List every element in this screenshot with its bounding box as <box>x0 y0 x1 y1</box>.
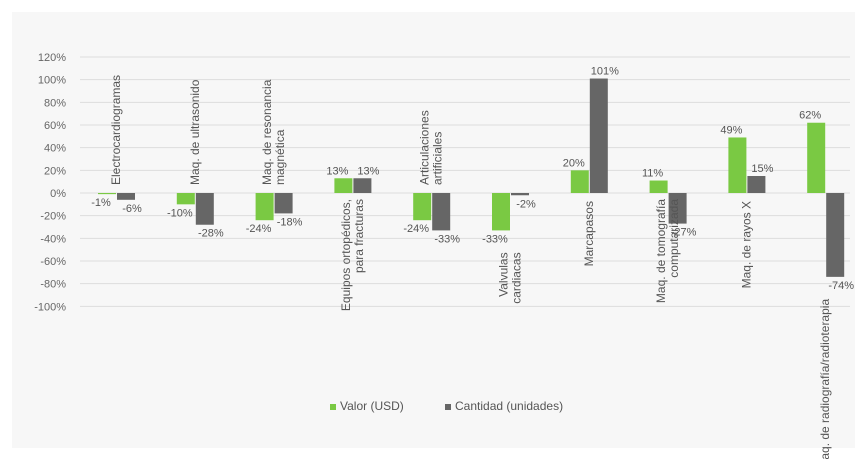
data-label: -1% <box>91 197 111 209</box>
bar-valor <box>728 137 747 193</box>
category-label: Articulaciones artificiales <box>418 110 445 185</box>
category-label: Valvulas cardiacas <box>497 252 524 303</box>
category-label: Maq. de ultrasonido <box>188 79 202 185</box>
data-label: 11% <box>642 168 663 180</box>
category-label-line: Maq. de ultrasonido <box>188 79 202 185</box>
bar-cantidad <box>195 193 214 225</box>
category-label-line: artificiales <box>431 132 445 185</box>
category-label-line: Maq. de radiografía/radioterapia <box>818 299 832 459</box>
legend-swatch <box>445 404 451 410</box>
category-label: Electrocardiogramas <box>109 75 123 185</box>
y-tick-label: -60% <box>40 256 66 268</box>
bar-cantidad <box>117 193 135 200</box>
y-tick-label: 100% <box>38 75 66 87</box>
bar-cantidad <box>826 193 845 277</box>
category-label-line: Articulaciones <box>418 110 432 185</box>
y-tick-label: 60% <box>44 120 66 132</box>
bar-cantidad <box>353 178 372 193</box>
bar-cantidad <box>274 193 293 214</box>
category-label-line: Equipos ortopédicos, <box>339 199 353 311</box>
data-label: -18% <box>277 216 303 228</box>
category-label: Marcapasos <box>582 201 596 266</box>
category-label-line: Maq. de tomografía <box>654 199 668 303</box>
legend-label: Valor (USD) <box>340 399 404 413</box>
bar-cantidad <box>589 78 608 193</box>
legend-label: Cantidad (unidades) <box>455 399 563 413</box>
bar-cantidad <box>747 176 766 193</box>
bar-valor <box>649 180 668 193</box>
data-label: -2% <box>516 198 536 210</box>
y-tick-label: 20% <box>44 165 66 177</box>
data-label: 101% <box>591 66 619 78</box>
category-label-line: Valvulas <box>497 252 511 296</box>
bar-cantidad <box>511 193 529 196</box>
category-label: Maq. de tomografía computarizada <box>654 199 681 303</box>
category-label: Maq. de radiografía/radioterapia <box>818 299 832 459</box>
category-label-line: Maq. de rayos X <box>739 201 753 288</box>
y-tick-label: 80% <box>44 97 66 109</box>
data-label: 49% <box>720 124 742 136</box>
category-label-line: cardiacas <box>510 252 524 303</box>
data-label: 13% <box>326 165 348 177</box>
y-tick-label: 0% <box>50 188 66 200</box>
category-label-line: Marcapasos <box>582 201 596 266</box>
data-label: -27% <box>671 227 697 239</box>
data-label: 13% <box>357 165 379 177</box>
category-label-line: Electrocardiogramas <box>109 75 123 185</box>
data-label: -24% <box>403 223 429 235</box>
category-label-line: magnética <box>273 129 287 185</box>
data-label: 62% <box>799 110 821 122</box>
y-tick-label: -100% <box>34 301 66 313</box>
bar-cantidad <box>668 193 687 224</box>
bar-valor <box>255 193 274 221</box>
data-label: -10% <box>167 207 193 219</box>
data-label: -33% <box>482 233 508 245</box>
y-tick-label: -80% <box>40 279 66 291</box>
data-label: -28% <box>198 228 224 240</box>
y-tick-label: -40% <box>40 233 66 245</box>
y-tick-label: 120% <box>38 52 66 64</box>
category-label-line: computarizada <box>667 199 681 278</box>
bar-valor <box>570 170 589 193</box>
bar-valor <box>807 122 826 193</box>
data-label: -24% <box>246 223 272 235</box>
data-label: 15% <box>751 163 773 175</box>
legend-swatch <box>330 404 336 410</box>
bar-cantidad <box>432 193 451 231</box>
y-tick-label: 40% <box>44 143 66 155</box>
category-label: Maq. de rayos X <box>739 201 753 288</box>
bar-valor <box>334 178 353 193</box>
data-label: -6% <box>122 203 142 215</box>
category-label: Equipos ortopédicos, para fracturas <box>339 199 366 311</box>
bar-valor <box>176 193 195 205</box>
bar-valor <box>413 193 432 221</box>
data-label: -74% <box>828 280 854 292</box>
category-label-line: para fracturas <box>352 199 366 273</box>
category-label: Maq. de resonancia magnética <box>260 79 287 185</box>
data-label: -33% <box>434 233 460 245</box>
data-label: 20% <box>563 157 585 169</box>
bar-valor <box>98 193 116 195</box>
category-label-line: Maq. de resonancia <box>260 79 274 185</box>
y-tick-label: -20% <box>40 211 66 223</box>
bar-valor <box>492 193 510 231</box>
